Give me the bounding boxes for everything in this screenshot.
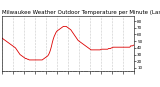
Text: Milwaukee Weather Outdoor Temperature per Minute (Last 24 Hours): Milwaukee Weather Outdoor Temperature pe… [2,10,160,15]
